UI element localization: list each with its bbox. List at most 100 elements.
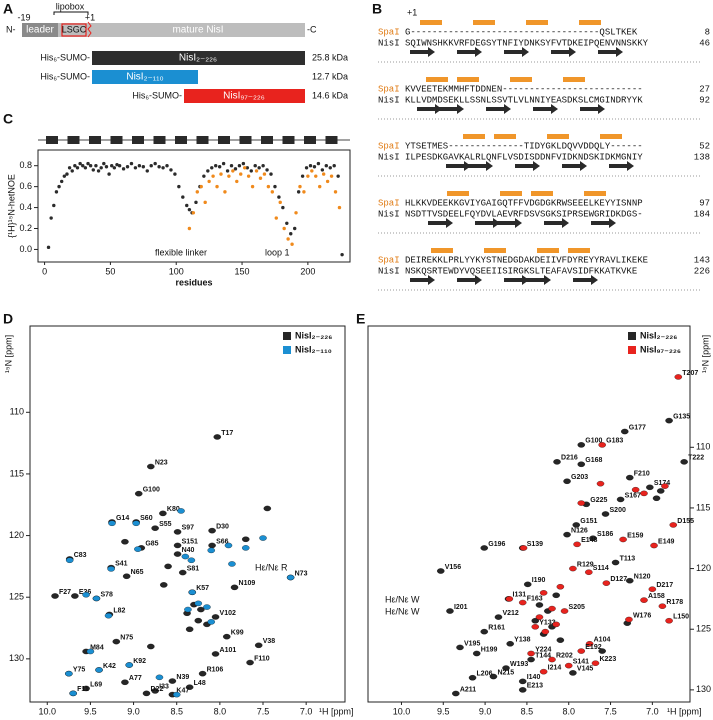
data-point (173, 529, 182, 535)
data-point (310, 169, 314, 173)
data-point (329, 174, 334, 178)
peak-label: K99 (231, 630, 244, 637)
ss-element (282, 136, 295, 144)
data-point (658, 603, 667, 609)
strand-mark (580, 104, 605, 114)
data-point (179, 569, 187, 576)
construct-mass: 25.8 kDa (312, 52, 348, 62)
data-point (332, 164, 336, 168)
panel-c: C 0.0 0.2 0.4 0.6 0.8 0 50 100 150 200 residues {¹H}… (3, 111, 351, 287)
data-point (177, 184, 181, 189)
data-point (70, 169, 74, 173)
sequence-end: 143 (694, 255, 710, 265)
peak-label: K42 (103, 663, 116, 670)
data-point (231, 169, 235, 173)
annotation: flexible linker (155, 247, 207, 257)
sequence-end: 226 (694, 266, 710, 276)
strand-mark (439, 104, 464, 114)
data-point (648, 586, 657, 592)
data-point (219, 172, 223, 176)
mature-label: mature NisI (172, 25, 223, 36)
peak-label: A101 (220, 647, 237, 654)
peak-label: V145 (577, 666, 593, 673)
data-point (456, 644, 464, 651)
panel-e: E 110 115 120 125 130 10.0 9.5 9.0 8.5 8.0 7.5 7.0 ¹H… (356, 311, 711, 717)
peak-label: S97 (182, 525, 195, 532)
ss-element (153, 136, 166, 144)
data-point (314, 174, 318, 178)
data-point (215, 184, 219, 189)
strand-mark (533, 104, 558, 114)
peak-label: E148 (581, 537, 597, 544)
data-point (539, 668, 548, 675)
data-point (69, 690, 77, 697)
cleavage-mark (87, 21, 92, 38)
data-point (523, 581, 532, 588)
x-tick-label: 8.5 (521, 706, 534, 716)
data-point (233, 167, 238, 171)
data-point (680, 459, 688, 465)
strand-mark (446, 161, 471, 171)
data-point (188, 589, 196, 596)
peak-label: N40 (182, 547, 195, 554)
data-point (112, 166, 117, 170)
x-axis-title: ¹H [ppm] (319, 706, 354, 716)
data-point (527, 656, 535, 663)
construct-name: NisI₉₇₋₂₂₆ (223, 91, 265, 102)
data-point (164, 563, 172, 570)
peak-label: S60 (140, 515, 153, 522)
data-point (569, 670, 577, 676)
helix-mark (600, 134, 622, 139)
legend-swatch (283, 346, 291, 354)
data-point (611, 559, 620, 566)
annotation: Hε/Nε W (385, 606, 420, 616)
data-point (223, 190, 227, 194)
peak-label: M84 (90, 644, 104, 651)
x-axis-title: residues (175, 277, 212, 287)
data-point (75, 166, 80, 170)
panel-label: A (3, 1, 13, 17)
data-point (107, 172, 111, 176)
data-point (646, 484, 654, 491)
data-point (169, 168, 173, 172)
data-point (142, 690, 151, 697)
data-point (73, 164, 77, 168)
data-point (185, 684, 194, 690)
x-tick-label: 0 (42, 266, 47, 276)
data-point (194, 600, 203, 607)
sequence-end: 97 (699, 198, 710, 208)
construct-tag: His₆-SUMO- (40, 71, 90, 81)
peak-label: F110 (254, 655, 270, 662)
data-point (151, 525, 159, 531)
y-tick-label: 0.0 (19, 244, 32, 254)
data-point (585, 569, 593, 575)
panel-label: D (3, 311, 13, 327)
data-point (274, 216, 278, 220)
x-tick-label: 9.0 (127, 706, 140, 716)
data-point (191, 211, 196, 215)
x-tick-label: 7.0 (300, 706, 313, 716)
peak-label: T17 (221, 430, 233, 437)
annotation: loop 1 (265, 247, 290, 257)
data-point (253, 164, 257, 168)
leader-label: leader (26, 25, 54, 36)
construct-bar (92, 70, 198, 84)
data-point (242, 166, 247, 170)
data-point (321, 172, 326, 176)
data-point (518, 687, 527, 693)
data-point (556, 637, 565, 643)
peak-label: G14 (116, 515, 129, 522)
data-point (640, 490, 648, 497)
strand-mark (468, 161, 493, 171)
data-point (121, 679, 129, 686)
data-point (626, 577, 634, 584)
data-point (665, 617, 673, 624)
panel-label: C (3, 111, 13, 127)
leader-bar (22, 23, 58, 37)
data-point (224, 542, 233, 549)
data-point (221, 161, 226, 166)
data-point (553, 459, 561, 465)
peak-label: V212 (502, 610, 518, 617)
x-tick-label: 7.5 (257, 706, 270, 716)
strand-mark (504, 47, 529, 57)
